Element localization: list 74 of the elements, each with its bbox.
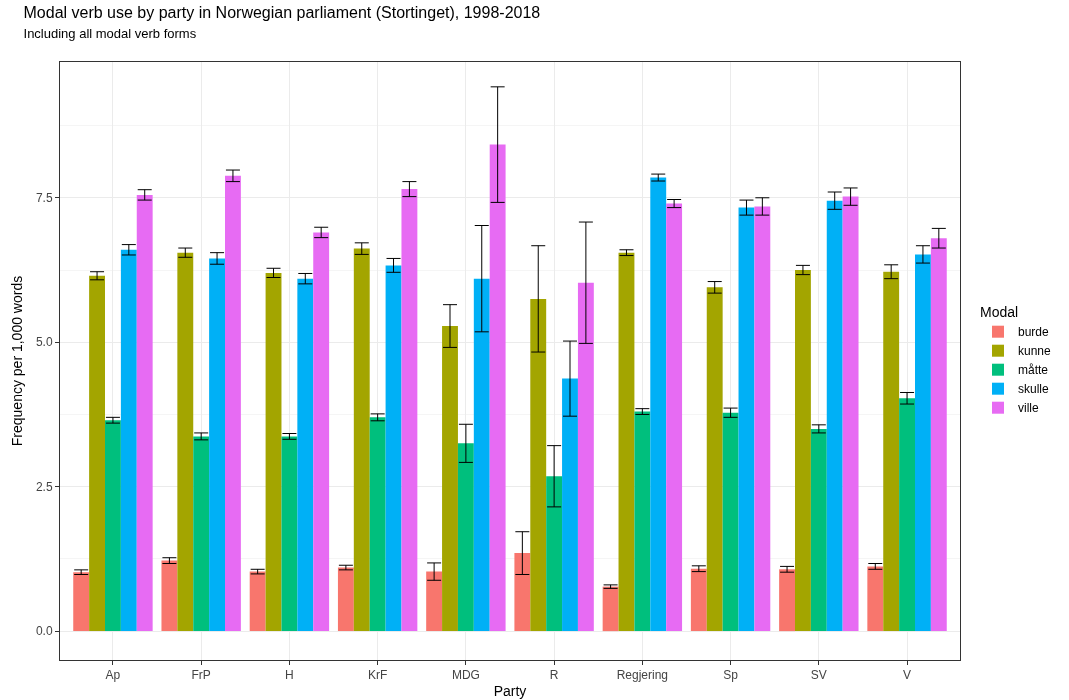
y-tick-label: 7.5 xyxy=(35,190,53,205)
y-axis-title: Frequency per 1,000 words xyxy=(9,275,25,447)
legend-label: burde xyxy=(1018,325,1050,340)
x-tick-label: MDG xyxy=(451,668,480,683)
bar xyxy=(136,194,153,632)
x-tick-label: KrF xyxy=(367,668,388,683)
bar xyxy=(706,287,723,632)
bar xyxy=(634,411,651,632)
bar xyxy=(722,412,739,632)
bar xyxy=(426,571,443,632)
x-tick-label: Ap xyxy=(105,668,121,683)
bar xyxy=(795,270,811,632)
bar xyxy=(546,476,563,632)
bar xyxy=(401,189,418,632)
y-tick-label: 0.0 xyxy=(35,624,53,639)
bar xyxy=(73,572,90,632)
bar xyxy=(754,206,771,632)
bar xyxy=(442,326,458,632)
bar xyxy=(369,417,386,632)
bar xyxy=(89,275,105,632)
bar xyxy=(826,200,843,632)
bar xyxy=(297,278,314,632)
bar xyxy=(313,232,330,632)
x-tick-label: H xyxy=(285,668,294,683)
legend-label: kunne xyxy=(1018,344,1052,359)
bar xyxy=(225,175,241,632)
bar xyxy=(105,420,121,632)
bar xyxy=(473,278,490,632)
bar xyxy=(602,586,619,632)
bar xyxy=(618,252,635,632)
x-tick-label: FrP xyxy=(191,668,211,683)
bar xyxy=(562,378,578,632)
bar xyxy=(209,258,225,632)
bar xyxy=(899,398,915,632)
bar xyxy=(353,248,370,632)
bar xyxy=(249,571,266,632)
bar xyxy=(514,553,531,632)
bar xyxy=(530,298,547,632)
bar xyxy=(281,436,298,632)
x-axis-title: Party xyxy=(493,682,527,699)
bar xyxy=(666,203,683,632)
bar xyxy=(385,265,402,632)
bar xyxy=(161,560,178,632)
bar xyxy=(779,569,795,632)
bar xyxy=(650,177,667,632)
bar xyxy=(489,144,506,632)
legend-label: måtte xyxy=(1018,363,1049,378)
bar xyxy=(690,568,707,632)
bar xyxy=(265,272,282,632)
chart-subtitle: Including all modal verb forms xyxy=(23,26,197,42)
bar xyxy=(930,238,947,632)
x-tick-label: SV xyxy=(810,668,827,683)
bar xyxy=(738,207,755,632)
bar xyxy=(337,567,354,632)
x-tick-label: V xyxy=(903,668,912,683)
bar xyxy=(577,282,594,632)
bar xyxy=(883,271,900,632)
y-tick-label: 2.5 xyxy=(35,479,53,494)
legend-label: skulle xyxy=(1018,382,1050,397)
bar xyxy=(177,252,194,632)
bar xyxy=(457,443,474,632)
y-tick-label: 5.0 xyxy=(35,335,53,350)
bar xyxy=(120,249,137,632)
bar xyxy=(867,566,884,632)
legend-label: ville xyxy=(1018,401,1039,416)
x-tick-label: Sp xyxy=(723,668,739,683)
bar xyxy=(842,196,859,632)
bar xyxy=(193,436,210,632)
chart-title: Modal verb use by party in Norwegian parliament (Stortinget), 1998-2018 xyxy=(23,3,541,21)
legend-title: Modal xyxy=(980,304,1019,321)
x-tick-label: Regjering xyxy=(616,668,669,683)
bar xyxy=(915,254,931,632)
bar xyxy=(810,428,827,632)
x-tick-label: R xyxy=(549,668,559,683)
